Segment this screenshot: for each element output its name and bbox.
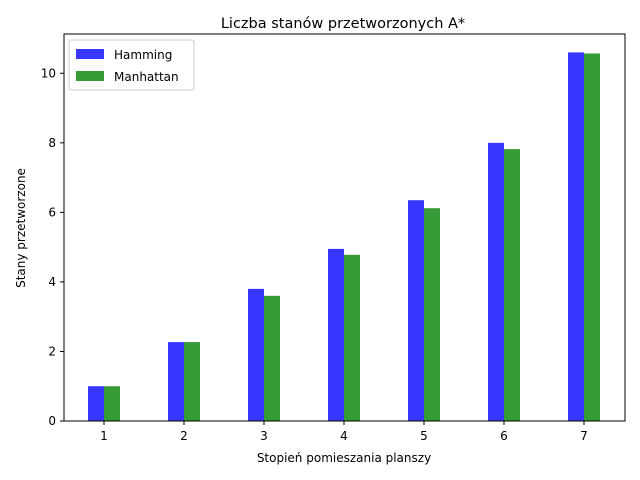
y-axis: 0 2 4 6 8 10	[41, 66, 64, 428]
x-tick-label: 3	[260, 429, 268, 443]
bar-hamming-6	[488, 142, 504, 421]
legend-label-hamming: Hamming	[114, 48, 172, 62]
bar-manhattan-7	[584, 53, 600, 421]
y-tick-label: 4	[48, 275, 56, 289]
y-tick-label: 6	[48, 205, 56, 219]
legend-swatch-manhattan	[76, 71, 104, 81]
x-tick-label: 7	[580, 429, 588, 443]
y-tick-label: 0	[48, 414, 56, 428]
legend-swatch-hamming	[76, 49, 104, 59]
bar-hamming-3	[248, 288, 264, 421]
bar-manhattan-6	[504, 149, 520, 421]
x-tick-label: 6	[500, 429, 508, 443]
x-tick-label: 5	[420, 429, 428, 443]
bar-manhattan-1	[104, 386, 120, 421]
bar-manhattan-3	[264, 295, 280, 421]
legend-label-manhattan: Manhattan	[114, 70, 179, 84]
bar-hamming-2	[168, 342, 184, 421]
bars-group	[88, 52, 600, 422]
y-axis-label: Stany przetworzone	[14, 168, 28, 288]
chart-title: Liczba stanów przetworzonych A*	[221, 16, 465, 32]
y-tick-label: 8	[48, 136, 56, 150]
legend: Hamming Manhattan	[68, 39, 195, 91]
bar-manhattan-2	[184, 342, 200, 421]
x-tick-label: 4	[340, 429, 348, 443]
bar-manhattan-4	[344, 254, 360, 421]
x-tick-label: 1	[100, 429, 108, 443]
bar-hamming-4	[328, 248, 344, 421]
bar-hamming-5	[408, 200, 424, 421]
x-axis-label: Stopień pomieszania planszy	[257, 451, 431, 465]
bar-hamming-1	[88, 386, 104, 421]
x-axis: 1 2 3 4 5 6 7	[100, 421, 588, 443]
x-tick-label: 2	[180, 429, 188, 443]
y-tick-label: 10	[41, 66, 56, 80]
y-tick-label: 2	[48, 344, 56, 358]
bar-manhattan-5	[424, 208, 440, 421]
bar-hamming-7	[568, 52, 584, 422]
